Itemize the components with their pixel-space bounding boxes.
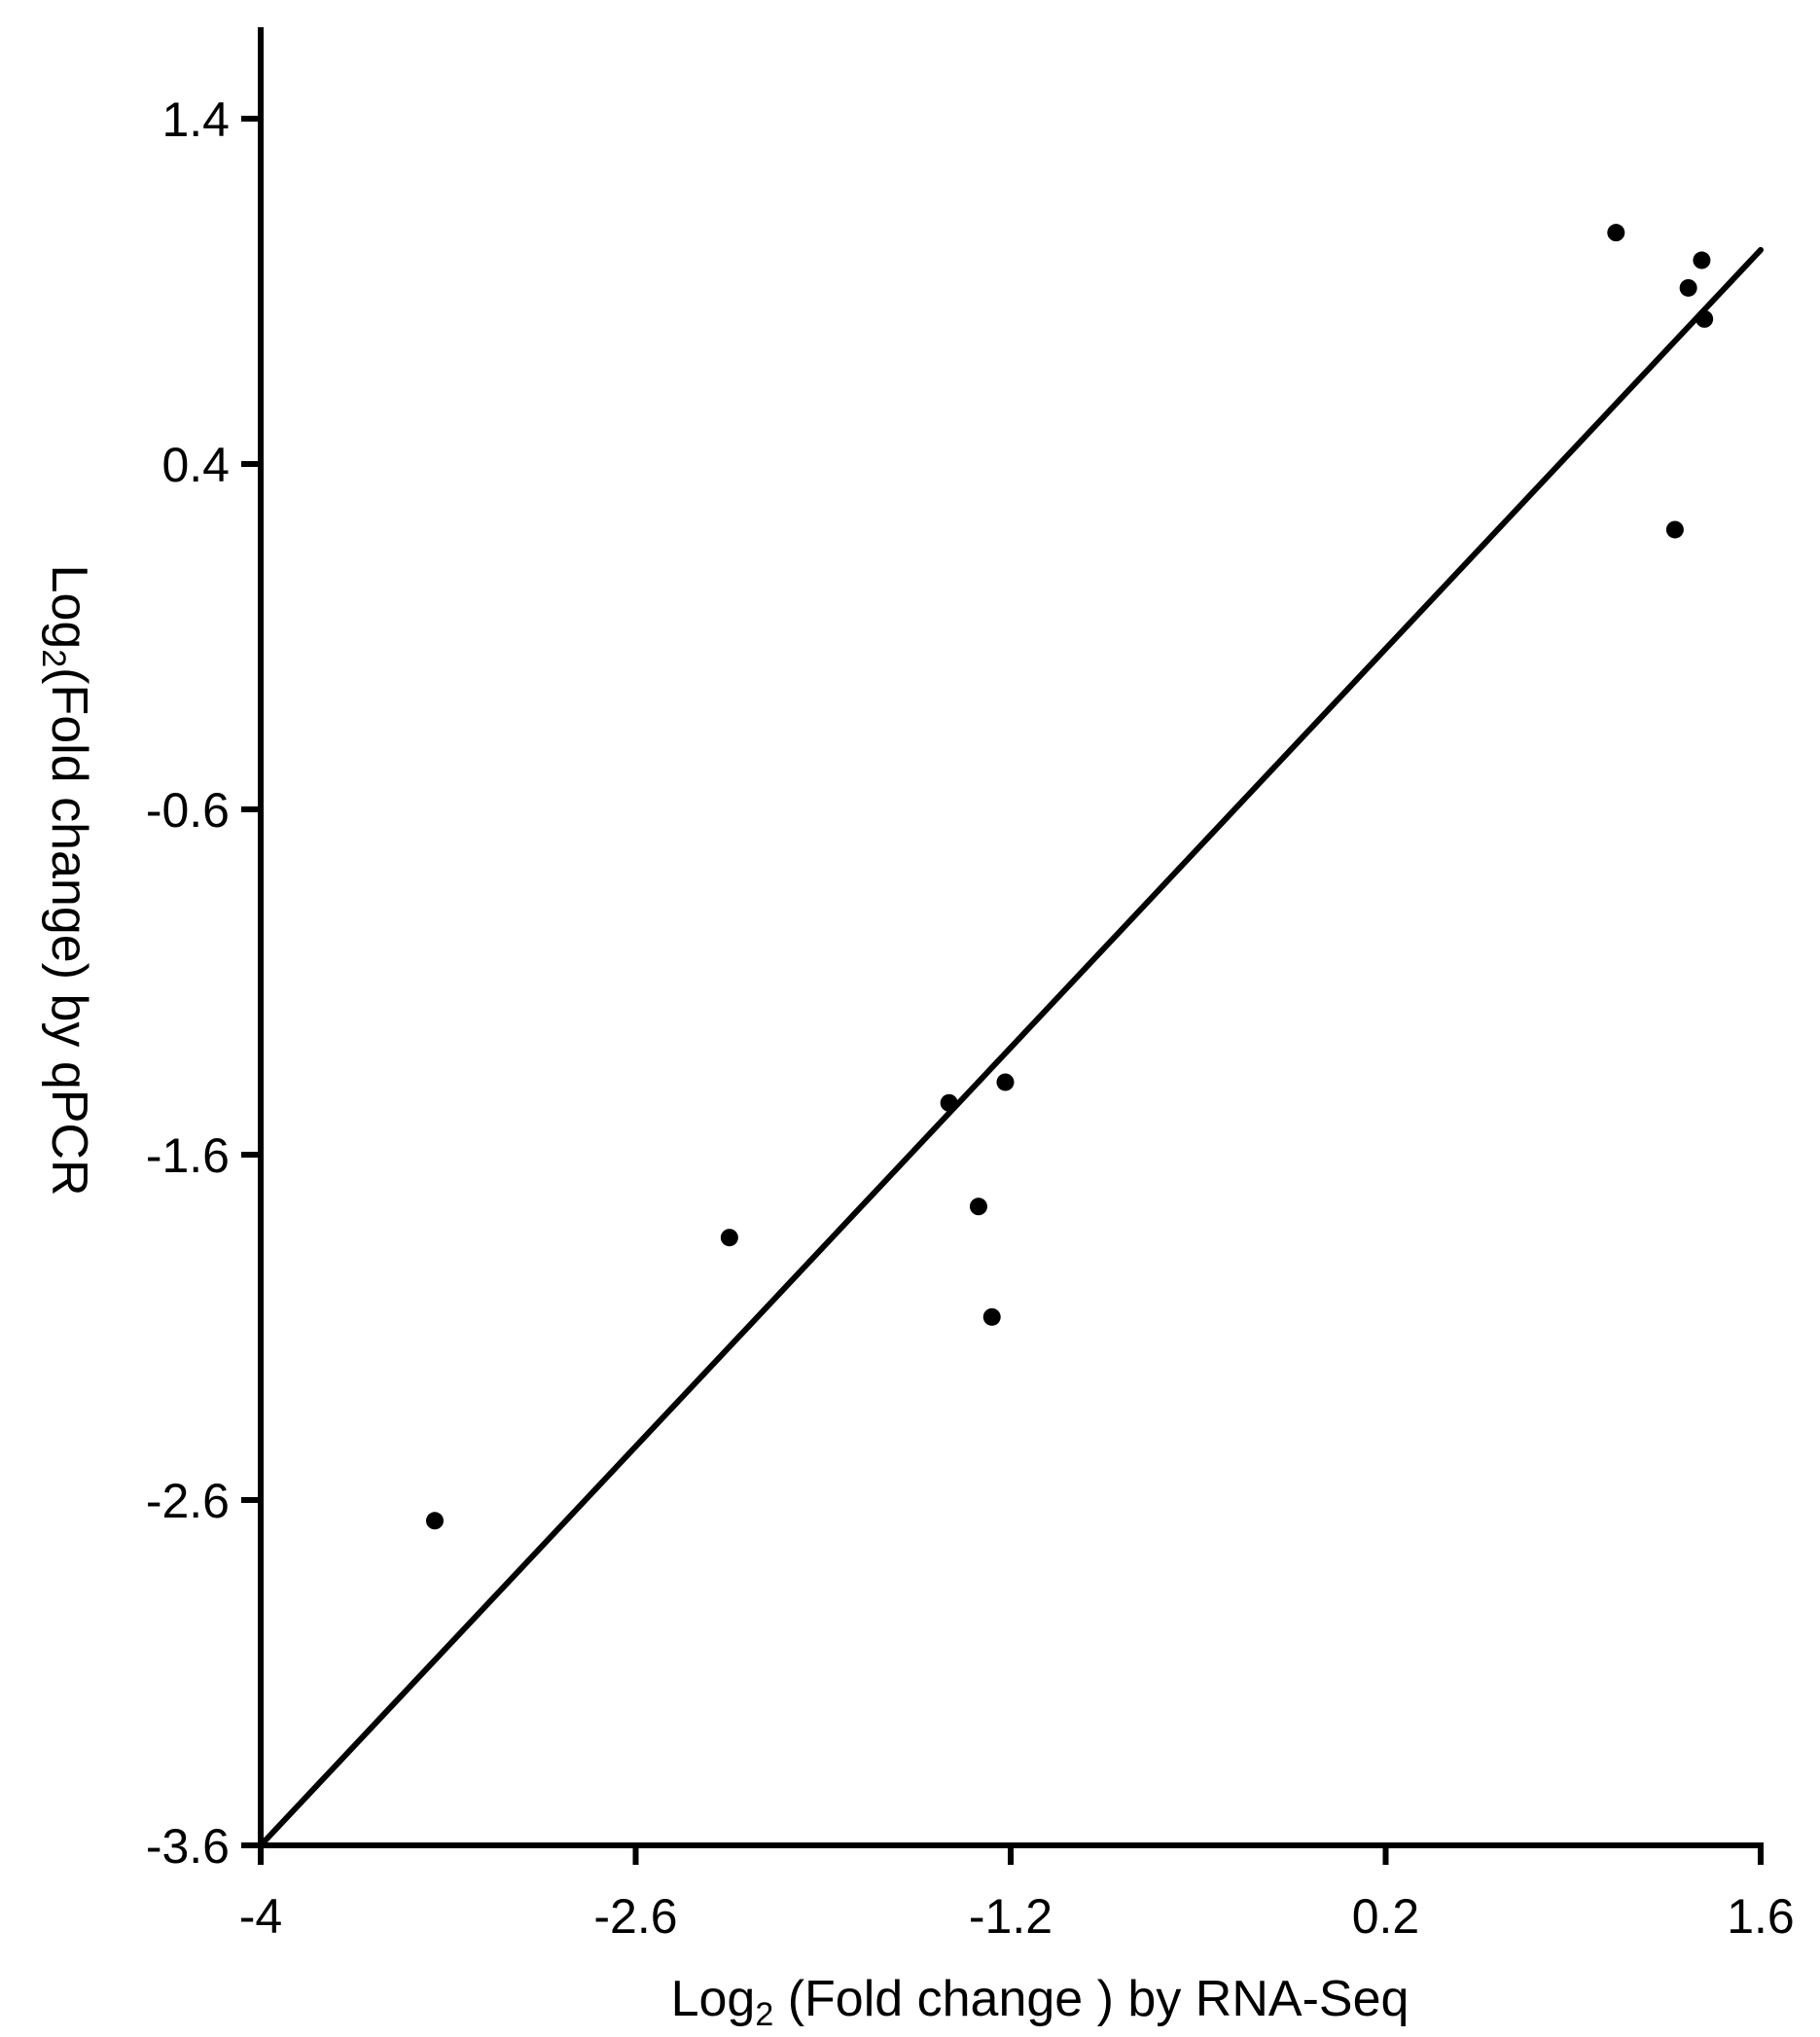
y-tick-label: -0.6 xyxy=(146,783,230,838)
y-tick-label: -1.6 xyxy=(146,1128,230,1183)
data-point xyxy=(720,1229,738,1247)
x-axis-ticks: -4 -2.6 -1.2 0.2 1.6 xyxy=(239,1845,1795,1944)
y-axis-ticks: -3.6 -2.6 -1.6 -0.6 0.4 1.4 xyxy=(146,92,261,1874)
x-axis-title-suffix: (Fold change ) by RNA-Seq xyxy=(773,1971,1409,2027)
y-axis-title: Log2(Fold change) by qPCR xyxy=(35,564,97,1196)
data-point xyxy=(982,1307,1001,1326)
y-axis-title-suffix: (Fold change) by qPCR xyxy=(41,667,97,1196)
x-tick-label: 0.2 xyxy=(1352,1889,1420,1944)
data-point xyxy=(996,1073,1015,1091)
x-axis-title-subscript: 2 xyxy=(755,1996,773,2033)
data-point xyxy=(969,1197,987,1216)
data-point xyxy=(940,1093,958,1112)
y-tick-label: -2.6 xyxy=(146,1474,230,1528)
data-point xyxy=(425,1512,444,1530)
x-axis-title: Log2 (Fold change ) by RNA-Seq xyxy=(671,1971,1410,2033)
y-tick-label: 1.4 xyxy=(161,92,230,147)
fit-line xyxy=(258,246,1764,1848)
y-axis-title-prefix: Log xyxy=(41,564,97,649)
axes xyxy=(258,27,1764,1848)
data-point xyxy=(1665,520,1684,539)
y-tick-label: -3.6 xyxy=(146,1819,230,1874)
data-point xyxy=(1679,278,1697,297)
y-tick-label: 0.4 xyxy=(161,438,230,492)
y-axis-title-subscript: 2 xyxy=(35,649,72,667)
x-tick-label: -1.2 xyxy=(969,1889,1053,1944)
x-axis-title-prefix: Log xyxy=(671,1971,756,2027)
x-tick-label: -2.6 xyxy=(593,1889,677,1944)
data-point xyxy=(1693,251,1711,269)
data-point xyxy=(1695,309,1714,328)
fit-line-group xyxy=(258,246,1764,1848)
data-points xyxy=(425,224,1714,1530)
x-tick-label: -4 xyxy=(239,1889,282,1944)
data-point xyxy=(1607,224,1625,242)
x-tick-label: 1.6 xyxy=(1727,1889,1795,1944)
